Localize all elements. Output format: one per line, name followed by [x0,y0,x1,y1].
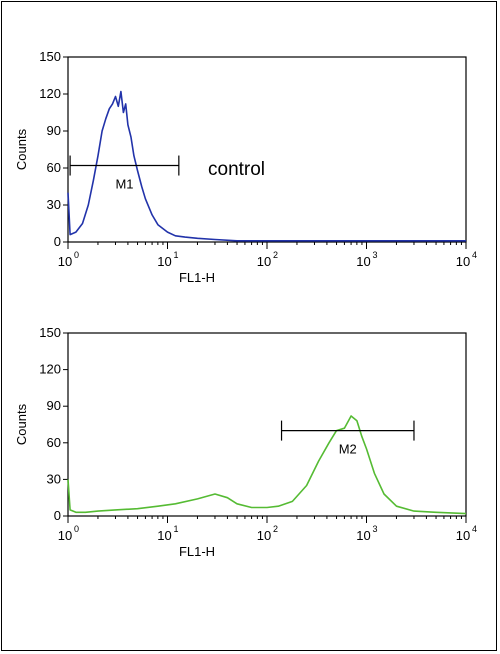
x-tick-label: 10 [356,528,370,543]
x-tick-label: 10 [257,254,271,269]
x-tick-exponent: 0 [74,250,79,260]
y-tick-label: 150 [39,325,61,340]
y-tick-label: 60 [47,160,61,175]
y-tick-label: 30 [47,471,61,486]
x-axis-label: FL1-H [179,544,215,559]
x-tick-label: 10 [58,254,72,269]
marker-gate-label: M1 [115,177,133,192]
x-tick-exponent: 1 [174,524,179,534]
y-tick-label: 90 [47,123,61,138]
x-axis-label: FL1-H [179,270,215,285]
x-tick-label: 10 [356,254,370,269]
x-tick-label: 10 [58,528,72,543]
y-tick-label: 120 [39,86,61,101]
y-tick-label: 0 [54,508,61,523]
x-tick-label: 10 [157,254,171,269]
y-tick-label: 0 [54,234,61,249]
y-tick-label: 90 [47,398,61,413]
x-tick-exponent: 0 [74,524,79,534]
x-tick-exponent: 3 [373,524,378,534]
y-axis-label: Counts [14,403,29,445]
x-tick-exponent: 2 [273,524,278,534]
x-tick-label: 10 [456,254,470,269]
x-tick-exponent: 4 [472,250,477,260]
annotation-label: control [208,159,265,180]
x-tick-exponent: 1 [174,250,179,260]
plot-area-border [67,332,467,517]
histogram-trace [67,90,466,242]
x-tick-label: 10 [456,528,470,543]
histogram-trace [67,415,467,515]
plot-area-border [67,56,467,243]
x-tick-exponent: 4 [472,524,477,534]
x-tick-label: 10 [257,528,271,543]
y-tick-label: 150 [39,49,61,64]
y-tick-label: 60 [47,435,61,450]
marker-gate-label: M2 [339,442,357,457]
x-tick-exponent: 2 [273,250,278,260]
x-tick-exponent: 3 [373,250,378,260]
y-tick-label: 120 [39,362,61,377]
y-tick-label: 30 [47,197,61,212]
y-axis-label: Counts [14,128,29,170]
x-tick-label: 10 [157,528,171,543]
